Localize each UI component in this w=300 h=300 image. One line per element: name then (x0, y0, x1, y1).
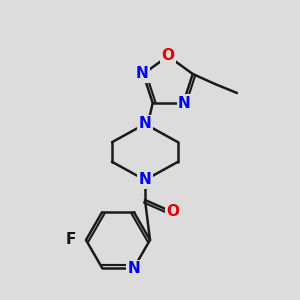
Text: N: N (178, 95, 191, 110)
Text: N: N (139, 172, 152, 188)
Text: O: O (167, 203, 179, 218)
Text: F: F (66, 232, 76, 247)
Text: N: N (128, 261, 140, 276)
Text: O: O (161, 47, 175, 62)
Text: N: N (139, 116, 152, 131)
Text: N: N (136, 67, 148, 82)
